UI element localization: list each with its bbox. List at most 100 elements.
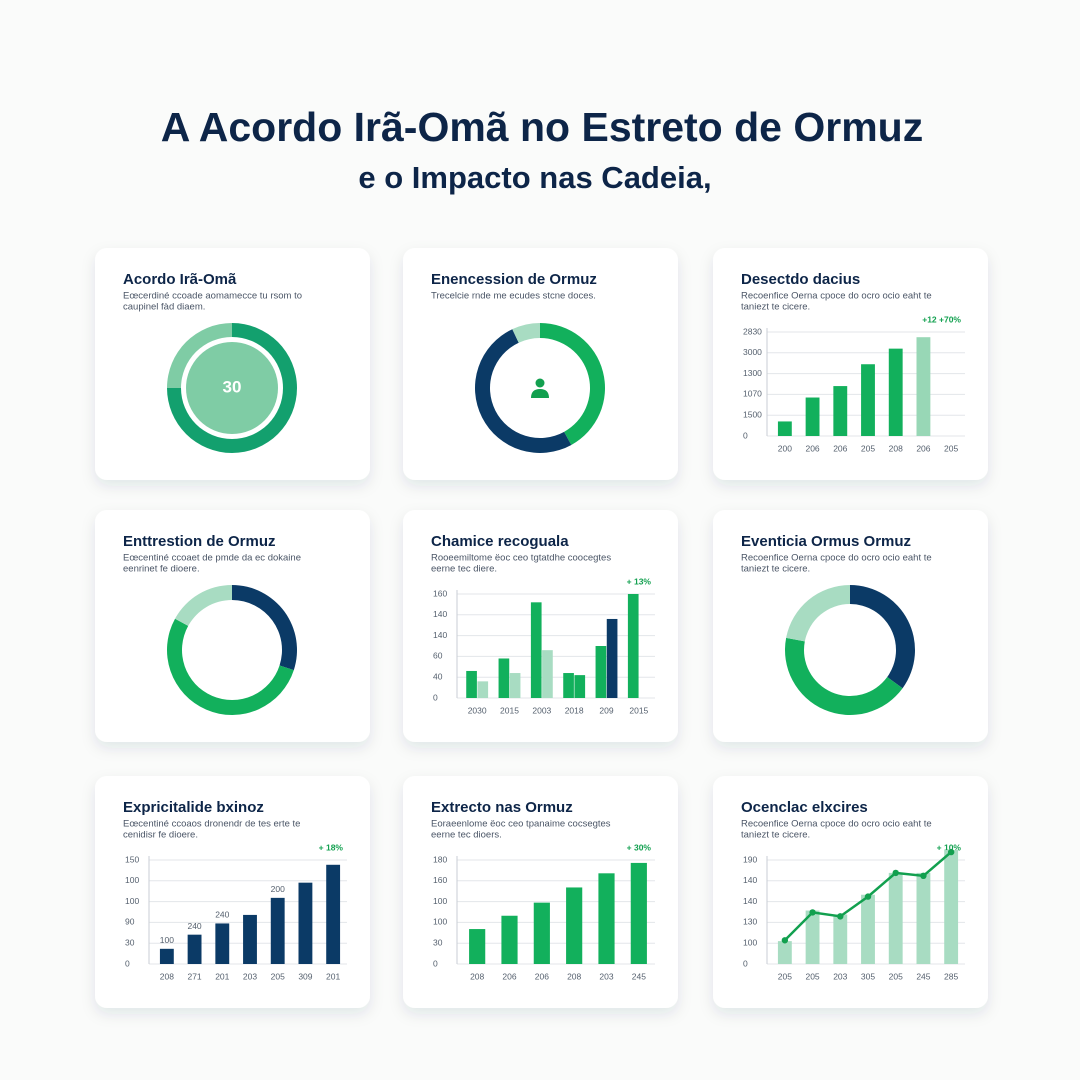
x-tick-label: 201 [215,971,229,981]
x-tick-label: 2003 [532,705,551,715]
x-tick-label: 209 [599,705,613,715]
x-tick-label: 271 [187,971,201,981]
card-title: Eventicia Ormus Ormuz [741,533,911,550]
center-label: 30 [223,377,242,396]
card-title: Enttrestion de Ormuz [123,533,276,550]
y-tick-label: 140 [433,630,447,640]
annotation: + 30% [627,842,652,852]
card [403,248,678,480]
bar-label: 200 [271,884,285,894]
bar [477,681,489,698]
card-title: Enencession de Ormuz [431,271,597,288]
donut-segment [850,585,915,689]
bar [861,894,875,964]
annotation: + 10% [937,842,962,852]
y-tick-label: 40 [433,671,443,681]
bar [574,675,586,698]
x-tick-label: 206 [916,443,930,453]
card-subtitle: Eœcentiné ccoaos dronendr de tes erte te [123,819,300,830]
bar [215,923,230,964]
x-tick-label: 203 [833,971,847,981]
x-tick-label: 205 [861,443,875,453]
y-tick-label: 30 [433,937,443,947]
y-tick-label: 90 [125,917,135,927]
bar [888,348,903,436]
card [95,510,370,742]
x-tick-label: 285 [944,971,958,981]
y-tick-label: 30 [125,937,135,947]
donut-segment [167,323,232,388]
y-tick-label: 0 [743,430,748,440]
bar [159,948,174,964]
x-tick-label: 208 [567,971,581,981]
card-title: Chamice recoguala [431,533,569,550]
card [713,510,988,742]
x-tick-label: 206 [833,443,847,453]
y-tick-label: 190 [743,854,757,864]
annotation: + 18% [319,842,344,852]
y-tick-label: 1300 [743,368,762,378]
y-tick-label: 140 [433,609,447,619]
y-tick-label: 0 [433,692,438,702]
bar [861,364,875,436]
card-subtitle: eerne tec diere. [431,564,497,575]
donut-segment [474,329,572,453]
y-tick-label: 100 [743,937,757,947]
bar-label: 100 [160,935,174,945]
bar [598,873,615,964]
x-tick-label: 208 [470,971,484,981]
x-tick-label: 208 [889,443,903,453]
page-subtitle: e o Impacto nas Cadeia, [358,160,711,195]
x-tick-label: 2030 [468,705,487,715]
card-subtitle: taniezt te cicere. [741,302,810,313]
donut-segment [166,618,294,716]
card-subtitle: taniezt te cicere. [741,830,810,841]
card-subtitle: Recoenfice Oerna cpoce do ocro ocio eaht… [741,291,932,302]
bar [833,386,848,436]
bar [270,897,285,964]
line-point [837,913,844,920]
card-subtitle: taniezt te cicere. [741,564,810,575]
x-tick-label: 206 [805,443,819,453]
x-tick-label: 305 [861,971,875,981]
bar [805,397,820,436]
x-tick-label: 205 [944,443,958,453]
line-point [864,893,872,900]
bar [777,421,792,436]
page-title: A Acordo Irã-Omã no Estreto de Ormuz [161,104,923,150]
bar [566,887,583,964]
card-subtitle: Eœcentiné ccoaet de pmde da ec dokaine [123,553,301,564]
bar [777,941,792,964]
bar [630,862,647,964]
bar [833,914,848,964]
card-subtitle: Eœcerdiné ccoade aomamecce tu rsom to [123,291,302,302]
bar [944,850,959,964]
card-title: Expricitalide bxinoz [123,799,264,816]
card-title: Acordo Irã-Omã [123,271,237,288]
card-subtitle: Recoenfice Oerna cpoce do ocro ocio eaht… [741,819,932,830]
x-tick-label: 203 [599,971,613,981]
y-tick-label: 100 [433,917,447,927]
bar [243,914,257,964]
y-tick-label: 130 [743,917,757,927]
card-subtitle: caupinel fàd diaem. [123,302,205,313]
bar [805,910,820,964]
x-tick-label: 206 [502,971,516,981]
x-tick-label: 205 [889,971,903,981]
bar [509,673,521,698]
x-tick-label: 245 [632,971,646,981]
bar [916,872,931,964]
bar [542,650,553,698]
y-tick-label: 1070 [743,389,762,399]
bar [326,864,341,964]
donut-segment [512,323,540,343]
x-tick-label: 201 [326,971,340,981]
y-tick-label: 160 [433,875,447,885]
person-icon-body [531,389,549,398]
y-tick-label: 160 [433,588,447,598]
y-tick-label: 140 [743,896,757,906]
card-subtitle: Trecelcie rnde me ecudes stcne doces. [431,291,596,302]
y-tick-label: 140 [743,875,757,885]
bar [466,670,477,698]
